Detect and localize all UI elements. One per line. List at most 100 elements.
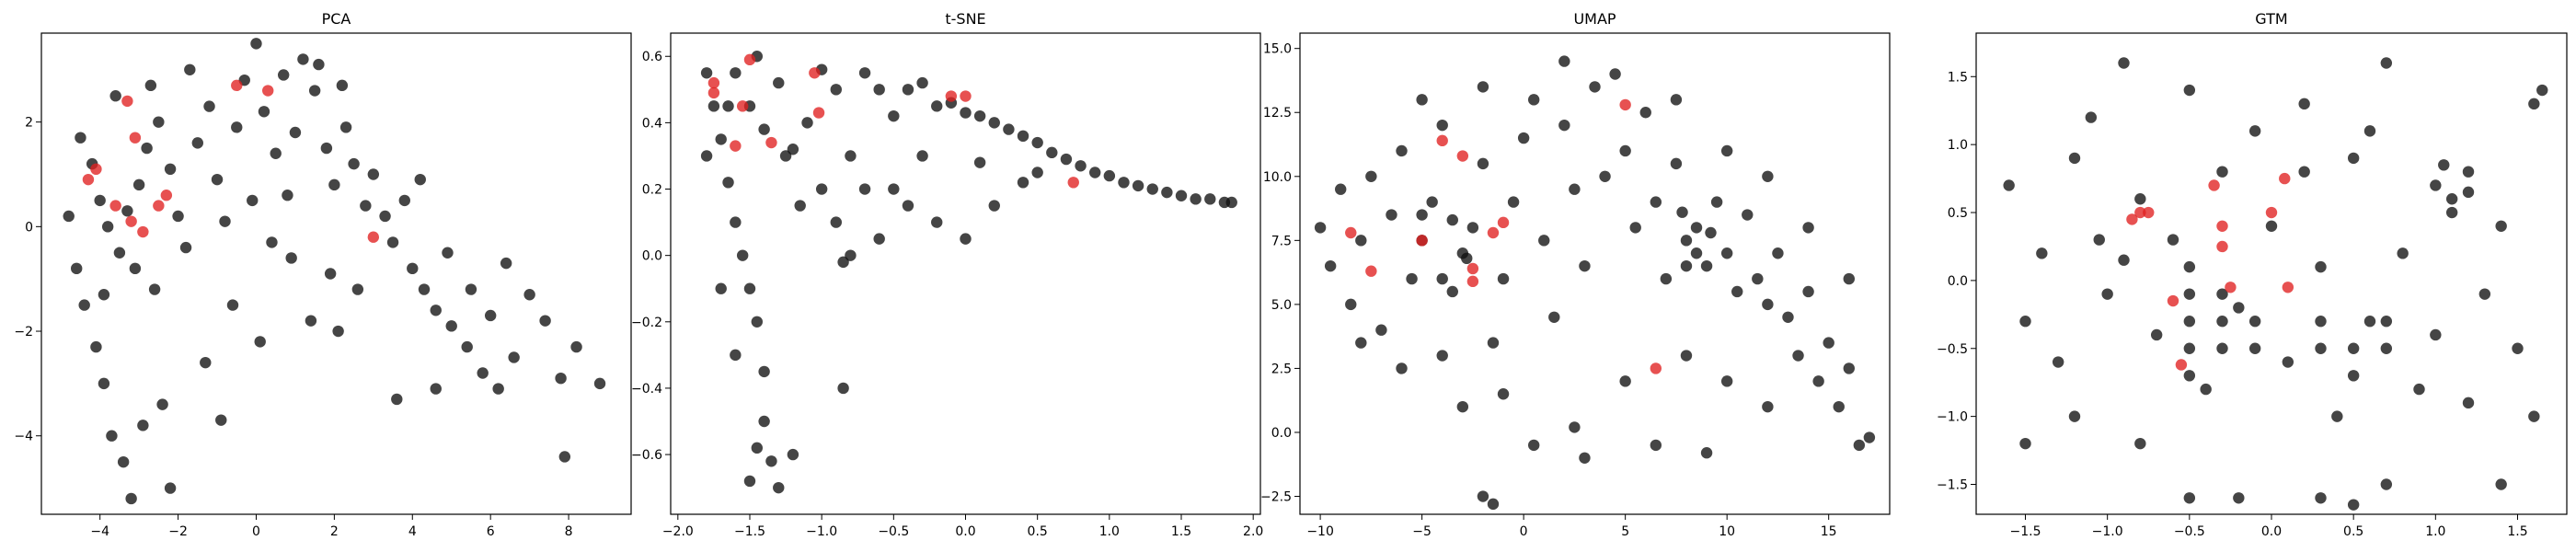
tsne-y-tick-label: 0.6 xyxy=(642,50,662,64)
pca-point xyxy=(339,121,352,133)
tsne-point xyxy=(1204,193,1216,205)
gtm-highlight-point xyxy=(2208,179,2220,191)
gtm-x-tick-label: 1.0 xyxy=(2425,524,2445,539)
gtm-point xyxy=(2495,220,2507,232)
gtm-highlight-point xyxy=(2265,206,2278,219)
tsne-y-tick-label: 0.0 xyxy=(642,249,662,264)
gtm-highlight-point xyxy=(2175,359,2188,371)
pca-title: PCA xyxy=(322,10,351,28)
gtm-point xyxy=(2248,342,2261,354)
tsne-x-tick-label: −1.0 xyxy=(806,524,837,539)
gtm-point xyxy=(2216,288,2228,300)
tsne-point xyxy=(888,109,900,122)
umap-x-tick-label: −10 xyxy=(1306,524,1334,539)
tsne-x-tick-label: 1.0 xyxy=(1099,524,1120,539)
tsne-point xyxy=(1175,190,1188,201)
gtm-point xyxy=(2019,316,2031,328)
umap-point xyxy=(1802,222,1814,234)
tsne-x-tick-label: 0.0 xyxy=(955,524,975,539)
umap-point xyxy=(1619,144,1631,157)
umap-point xyxy=(1386,209,1397,221)
gtm-point xyxy=(2068,410,2081,422)
tsne-point xyxy=(1003,123,1015,135)
gtm-point xyxy=(2495,478,2507,490)
umap-point xyxy=(1477,157,1489,170)
umap-point xyxy=(1569,183,1581,195)
pca-highlight-point xyxy=(153,200,165,212)
pca-point xyxy=(191,137,204,149)
umap-highlight-point xyxy=(1497,216,1510,229)
tsne-point xyxy=(858,67,871,79)
umap-point xyxy=(1355,337,1367,349)
pca-x-tick-label: 4 xyxy=(408,524,417,539)
umap-panel: UMAP −10 −5 0 5 10 15 −2.5 0.0 2.5 5.0 7.5 10.0 12.5 1… xyxy=(1260,10,1891,539)
gtm-point xyxy=(2315,492,2327,504)
pca-x-tick-label: 2 xyxy=(330,524,339,539)
tsne-y-tick-label: 0.4 xyxy=(642,116,662,131)
umap-x-tick-label: 5 xyxy=(1621,524,1629,539)
gtm-point xyxy=(2183,288,2196,300)
umap-point xyxy=(1680,235,1693,247)
umap-point xyxy=(1507,196,1520,208)
umap-point xyxy=(1558,119,1570,132)
pca-point xyxy=(308,85,321,97)
tsne-point xyxy=(1190,193,1202,205)
umap-point xyxy=(1396,144,1408,157)
umap-point xyxy=(1375,324,1387,336)
pca-point xyxy=(418,283,431,295)
gtm-highlight-point xyxy=(2225,282,2237,293)
pca-point xyxy=(231,121,243,133)
umap-point xyxy=(1426,196,1438,208)
tsne-point xyxy=(751,316,764,328)
umap-point xyxy=(1720,375,1733,387)
pca-x-tick-label: 6 xyxy=(487,524,495,539)
umap-point xyxy=(1548,311,1560,323)
gtm-y-tick-label: −0.5 xyxy=(1937,342,1968,357)
tsne-point xyxy=(787,448,799,461)
umap-point xyxy=(1700,259,1713,272)
umap-point xyxy=(1650,196,1662,208)
umap-highlight-point xyxy=(1619,98,1631,111)
pca-point xyxy=(164,163,177,176)
umap-point xyxy=(1762,170,1774,182)
gtm-point xyxy=(2315,316,2327,328)
tsne-point xyxy=(888,183,900,195)
pca-panel: PCA −4 −2 0 2 4 6 8 −4 −2 0 2 xyxy=(14,10,632,539)
pca-point xyxy=(430,383,442,395)
tsne-point xyxy=(1132,179,1144,192)
gtm-y-tick-label: 0.5 xyxy=(1948,206,1968,221)
pca-point xyxy=(254,336,266,348)
tsne-point xyxy=(845,249,857,261)
umap-point xyxy=(1497,272,1510,285)
tsne-point xyxy=(736,249,749,261)
umap-point xyxy=(1599,170,1611,182)
pca-point xyxy=(211,173,224,186)
pca-highlight-point xyxy=(160,190,173,201)
gtm-point xyxy=(2380,478,2393,490)
pca-point xyxy=(258,106,270,118)
umap-y-tick-label: 15.0 xyxy=(1263,42,1292,57)
tsne-point xyxy=(973,156,986,168)
pca-point xyxy=(247,194,259,207)
gtm-point xyxy=(2101,288,2113,300)
tsne-point xyxy=(902,200,914,212)
pca-highlight-point xyxy=(125,215,137,227)
umap-y-tick-label: 12.5 xyxy=(1263,106,1292,121)
umap-highlight-point xyxy=(1487,226,1500,239)
pca-point xyxy=(285,252,297,264)
umap-point xyxy=(1569,421,1581,433)
tsne-point xyxy=(773,76,785,89)
gtm-point xyxy=(2298,98,2310,110)
tsne-point xyxy=(873,233,885,245)
pca-point xyxy=(445,320,457,332)
umap-point xyxy=(1680,350,1693,362)
pca-point xyxy=(137,420,149,431)
pca-point xyxy=(465,283,477,295)
pca-point xyxy=(129,262,142,275)
pca-point xyxy=(141,142,153,155)
gtm-point xyxy=(2134,193,2146,205)
umap-point xyxy=(1487,498,1500,511)
pca-point xyxy=(132,178,145,191)
gtm-x-tick-label: −1.5 xyxy=(2010,524,2041,539)
tsne-axes-frame xyxy=(670,32,1261,515)
